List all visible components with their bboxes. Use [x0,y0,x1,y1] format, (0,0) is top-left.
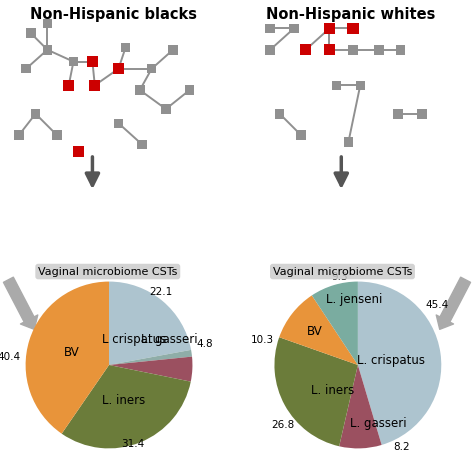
FancyBboxPatch shape [147,64,156,73]
Wedge shape [274,337,358,447]
Text: Non-Hispanic whites: Non-Hispanic whites [266,7,436,22]
FancyBboxPatch shape [87,56,98,67]
FancyArrowPatch shape [3,277,38,329]
FancyBboxPatch shape [185,85,194,95]
FancyBboxPatch shape [300,44,311,55]
Text: L. iners: L. iners [311,383,355,397]
FancyBboxPatch shape [265,45,275,55]
Text: 8.2: 8.2 [393,442,410,452]
FancyBboxPatch shape [43,19,52,28]
FancyBboxPatch shape [63,80,74,91]
Text: 22.1: 22.1 [149,287,173,297]
FancyBboxPatch shape [114,118,123,128]
Wedge shape [109,356,192,382]
Wedge shape [109,350,192,365]
FancyBboxPatch shape [113,63,124,74]
Text: 31.4: 31.4 [121,439,144,449]
Text: 26.8: 26.8 [271,420,294,430]
FancyBboxPatch shape [31,109,40,118]
Text: 10.3: 10.3 [250,335,273,345]
Text: L crispatus: L crispatus [102,333,166,346]
FancyBboxPatch shape [73,146,84,157]
FancyBboxPatch shape [168,45,178,55]
Text: L. gasseri: L. gasseri [350,417,407,430]
FancyBboxPatch shape [121,43,130,52]
FancyBboxPatch shape [14,130,24,140]
FancyBboxPatch shape [289,24,299,33]
Wedge shape [339,365,382,448]
FancyBboxPatch shape [324,23,335,34]
FancyBboxPatch shape [417,109,427,118]
FancyBboxPatch shape [332,81,341,90]
Wedge shape [312,282,358,365]
FancyBboxPatch shape [348,45,358,55]
FancyBboxPatch shape [52,130,62,140]
FancyBboxPatch shape [356,81,365,90]
FancyBboxPatch shape [265,24,275,33]
Wedge shape [358,282,441,445]
Wedge shape [26,282,109,434]
FancyBboxPatch shape [396,45,405,55]
Wedge shape [279,295,358,365]
FancyBboxPatch shape [21,64,31,73]
FancyArrowPatch shape [436,277,471,329]
Text: 9.3: 9.3 [331,273,348,283]
FancyBboxPatch shape [135,85,145,95]
Text: L. iners: L. iners [102,393,146,407]
Text: BV: BV [64,346,79,359]
FancyBboxPatch shape [161,104,171,114]
Text: Vaginal microbiome CSTs: Vaginal microbiome CSTs [273,266,412,276]
Wedge shape [109,282,191,365]
FancyBboxPatch shape [325,45,334,55]
FancyBboxPatch shape [69,57,78,66]
FancyBboxPatch shape [344,137,353,147]
FancyBboxPatch shape [43,45,52,55]
Text: 4.8: 4.8 [197,339,213,349]
FancyBboxPatch shape [89,80,100,91]
FancyBboxPatch shape [296,130,306,140]
Text: L. jenseni: L. jenseni [326,293,382,306]
Wedge shape [62,365,191,448]
FancyBboxPatch shape [275,109,284,118]
FancyBboxPatch shape [324,44,335,55]
Text: 45.4: 45.4 [426,300,449,310]
Text: L. crispatus: L. crispatus [357,354,425,367]
Text: 40.4: 40.4 [0,352,20,362]
Text: L. gasseri: L. gasseri [141,333,197,346]
Text: Vaginal microbiome CSTs: Vaginal microbiome CSTs [38,266,177,276]
Text: BV: BV [307,325,322,338]
Text: Non-Hispanic blacks: Non-Hispanic blacks [30,7,197,22]
FancyBboxPatch shape [374,45,384,55]
FancyBboxPatch shape [26,28,36,38]
FancyBboxPatch shape [393,109,403,118]
FancyBboxPatch shape [347,23,359,34]
FancyBboxPatch shape [137,140,147,149]
